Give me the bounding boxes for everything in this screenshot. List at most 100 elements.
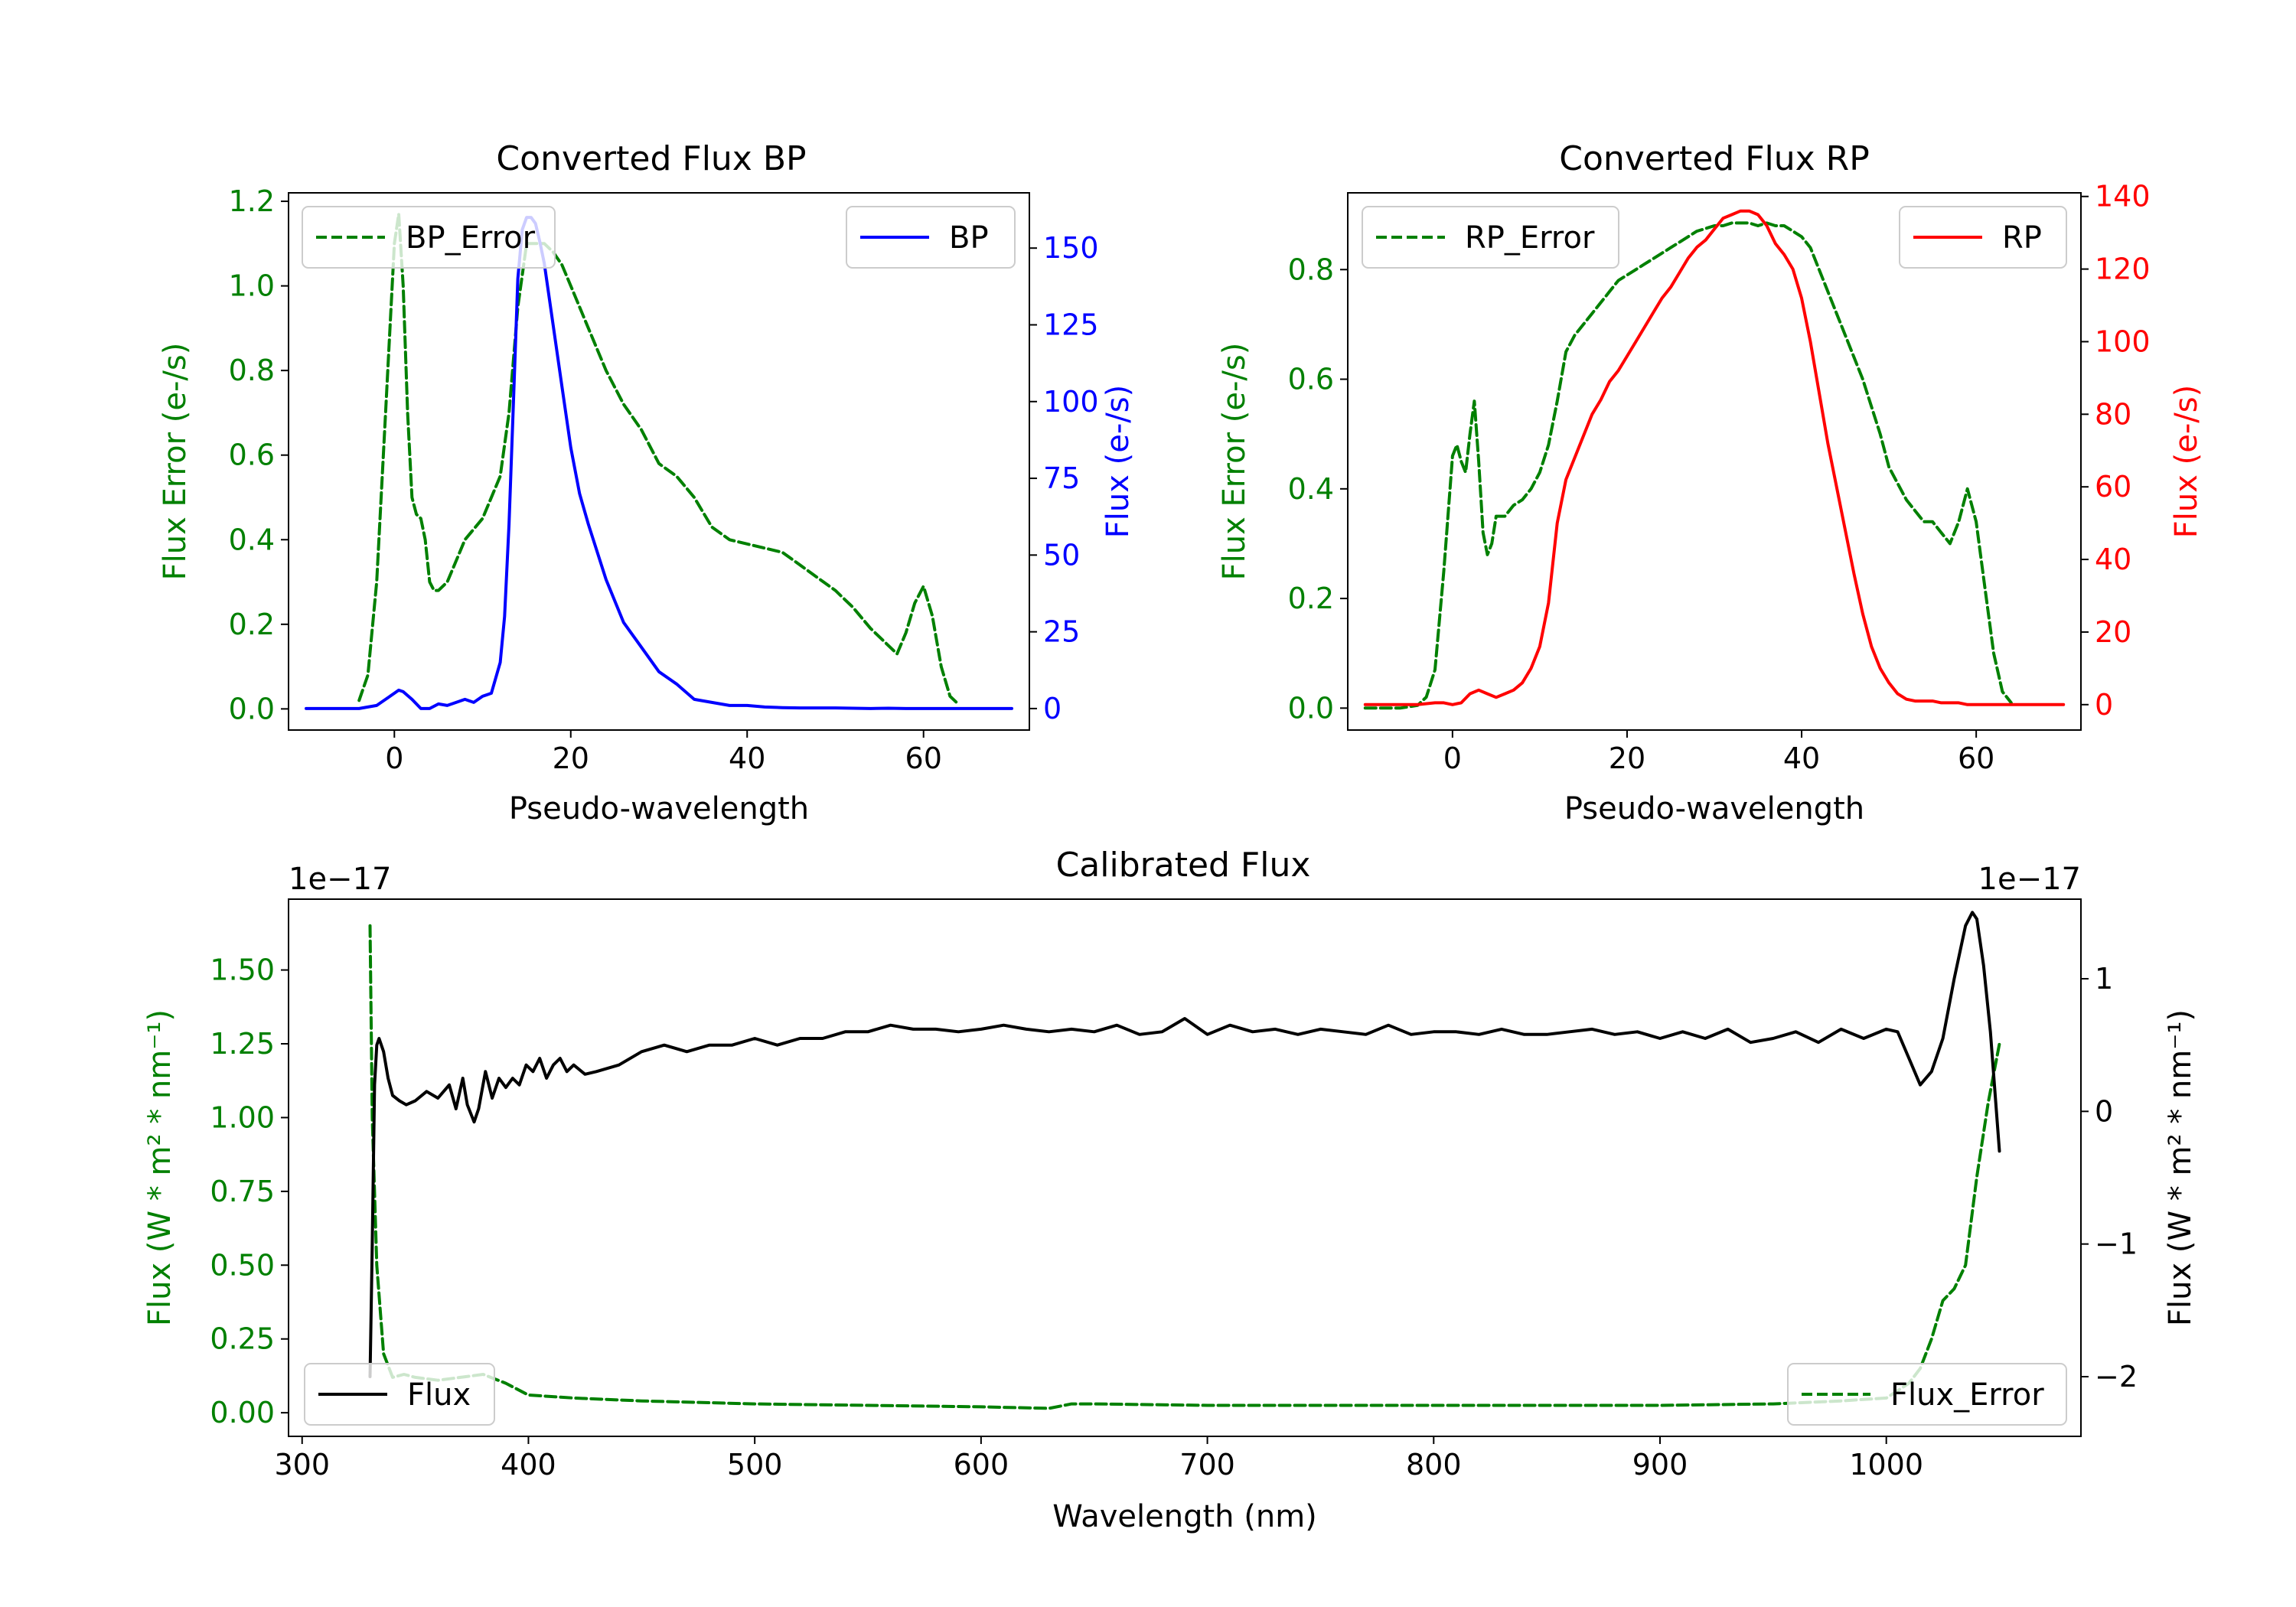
cal-legend-error[interactable]: Flux_Error [1787,1363,2067,1426]
rp-ytick-right-label: 80 [2095,397,2131,431]
cal-ylabel-left: Flux (W * m² * nm⁻¹) [142,1009,178,1326]
cal-ytick-left-label: 0.75 [210,1175,275,1208]
rp-legend-flux-box [1899,206,2067,269]
cal-axes-frame [288,898,2082,1437]
bp-xtick-label: 0 [385,742,403,775]
cal-ytick-right-label: 1 [2095,962,2113,996]
cal-legend-flux[interactable]: Flux [304,1363,495,1426]
cal-ytick-left-label: 0.00 [210,1396,275,1429]
rp-ytick-right-label: 120 [2095,253,2151,286]
rp-ytick-right-label: 20 [2095,615,2131,649]
cal-legend-error-box [1787,1363,2067,1426]
cal-xtick-label: 800 [1406,1448,1462,1482]
rp-ytick-left-label: 0.6 [1288,363,1334,396]
rp-xtick-label: 0 [1443,742,1462,775]
bp-xtick-label: 60 [905,742,942,775]
bp-ytick-left-label: 0.0 [229,692,275,725]
rp-legend-error[interactable]: RP_Error [1362,206,1619,269]
bp-ytick-right-label: 50 [1043,538,1080,572]
bp-ytick-left-label: 0.6 [229,438,275,472]
cal-xtick-label: 300 [274,1448,330,1482]
cal-x-ticks: 300 400 500 600 700 800 900 1000 [274,1436,1923,1482]
rp-right-ticks: 0 20 40 60 80 100 120 140 [2081,180,2151,722]
bp-title: Converted Flux BP [496,139,806,178]
bp-ytick-left-label: 0.2 [229,608,275,641]
rp-xtick-label: 60 [1958,742,1994,775]
bp-legend-flux-box [846,206,1016,269]
bp-axes-frame [288,192,1030,731]
cal-offset-left: 1e−17 [289,862,391,897]
rp-ytick-right-label: 0 [2095,688,2113,722]
rp-ytick-right-label: 100 [2095,324,2151,358]
bp-xtick-label: 40 [729,742,765,775]
rp-legend-flux[interactable]: RP [1899,206,2067,269]
rp-legend-error-box [1362,206,1619,269]
cal-xlabel: Wavelength (nm) [1052,1499,1317,1534]
rp-left-ticks: 0.0 0.2 0.4 0.6 0.8 [1288,253,1348,725]
cal-ytick-right-label: −1 [2095,1227,2138,1261]
cal-xtick-label: 400 [501,1448,556,1482]
rp-ytick-left-label: 0.4 [1288,472,1334,506]
bp-ytick-right-label: 75 [1043,461,1080,495]
bp-xtick-label: 20 [553,742,589,775]
rp-series-rp [1363,209,2066,706]
rp-legend-flux-label: RP [2002,220,2042,256]
cal-ytick-right-label: 0 [2095,1094,2113,1128]
cal-offset-right: 1e−17 [1978,862,2081,897]
cal-ytick-left-label: 1.00 [210,1100,275,1134]
cal-xtick-label: 700 [1179,1448,1235,1482]
cal-ytick-left-label: 1.25 [210,1027,275,1061]
bp-ytick-right-label: 25 [1043,615,1080,649]
bp-ytick-right-label: 0 [1043,692,1062,725]
cal-legend-error-label: Flux_Error [1890,1377,2044,1413]
bp-series-bp-error [357,212,960,706]
rp-ytick-right-label: 40 [2095,543,2131,576]
panel-rp: Converted Flux RP 0 20 40 60 0.00.20.40.60.… [1217,139,2204,826]
panel-bp: Converted Flux BP 0 20 40 60 0.00.20.40.60.… [158,139,1136,826]
rp-title: Converted Flux RP [1559,139,1870,178]
bp-ylabel-left: Flux Error (e-/s) [158,343,193,581]
cal-xtick-label: 1000 [1849,1448,1923,1482]
rp-x-ticks: 0 20 40 60 [1443,730,1994,775]
rp-ytick-right-label: 140 [2095,180,2151,214]
rp-ytick-left-label: 0.0 [1288,691,1334,725]
cal-ylabel-right: Flux (W * m² * nm⁻¹) [2163,1009,2198,1326]
cal-legend-flux-box [304,1363,495,1426]
bp-x-ticks: 0 20 40 60 [385,730,942,775]
cal-ytick-left-label: 0.50 [210,1248,275,1282]
rp-axes-frame [1347,192,2082,731]
cal-xtick-label: 600 [954,1448,1009,1482]
bp-ytick-left-label: 1.2 [229,184,275,218]
bp-ytick-left-label: 0.8 [229,354,275,387]
rp-series-rp-error [1363,221,2013,710]
cal-right-ticks: −2 −1 0 1 [2081,962,2138,1393]
cal-title: Calibrated Flux [1056,846,1311,885]
bp-legend-error[interactable]: BP_Error [302,206,556,269]
rp-ytick-left-label: 0.8 [1288,253,1334,286]
rp-xtick-label: 20 [1609,742,1645,775]
rp-ylabel-left: Flux Error (e-/s) [1217,343,1252,581]
bp-legend-flux[interactable]: BP [846,206,1016,269]
cal-legend-flux-label: Flux [407,1377,471,1413]
bp-ylabel-right: Flux (e-/s) [1101,385,1136,538]
cal-xtick-label: 900 [1632,1448,1688,1482]
cal-series-flux [368,911,2001,1378]
bp-legend-flux-label: BP [949,220,989,256]
rp-series-layer [1363,209,2066,710]
cal-ytick-right-label: −2 [2095,1360,2138,1393]
bp-ytick-right-label: 125 [1043,308,1099,341]
rp-legend-error-label: RP_Error [1465,220,1595,256]
bp-left-ticks: 0.0 0.2 0.4 0.6 0.8 1.0 1.2 [229,184,289,725]
rp-ylabel-right: Flux (e-/s) [2169,385,2204,538]
panel-calibrated: Calibrated Flux 1e−17 1e−17 300 400 500 600… [142,846,2198,1534]
bp-ytick-left-label: 1.0 [229,269,275,303]
cal-ytick-left-label: 1.50 [210,953,275,987]
bp-xlabel: Pseudo-wavelength [509,791,809,826]
bp-legend-error-box [302,206,556,269]
bp-ytick-right-label: 150 [1043,231,1099,265]
bp-ytick-left-label: 0.4 [229,523,275,556]
cal-ytick-left-label: 0.25 [210,1322,275,1356]
cal-left-ticks: 0.00 0.25 0.50 0.75 1.00 1.25 1.50 [210,953,289,1429]
bp-right-ticks: 0 25 50 75 100 125 150 [1029,231,1099,725]
